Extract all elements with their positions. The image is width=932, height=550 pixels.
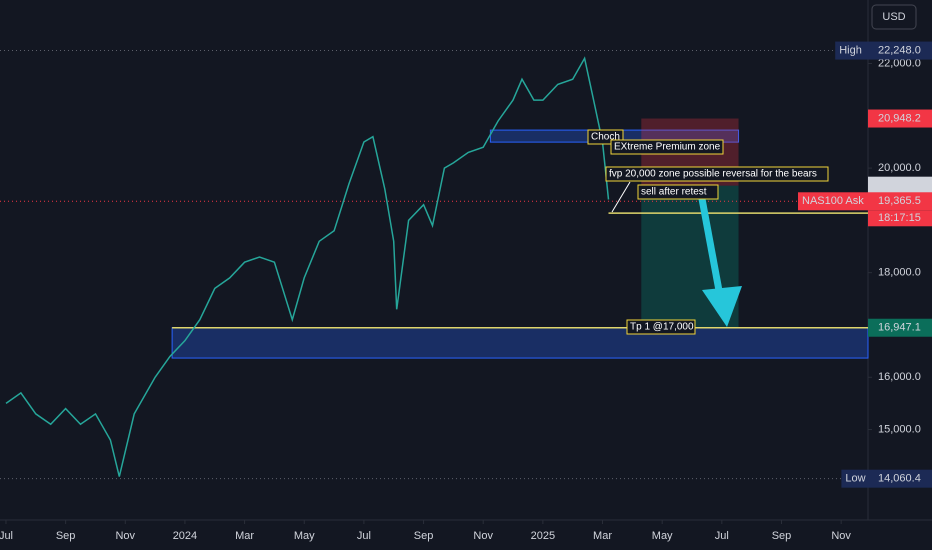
marker-value: 16,947.1 <box>878 322 921 334</box>
x-tick-label: Mar <box>235 530 254 542</box>
marker-box <box>868 318 932 337</box>
marker-name-box <box>798 192 868 211</box>
marker-box <box>868 176 932 195</box>
x-tick-label: Sep <box>414 530 434 542</box>
marker-box <box>868 192 932 211</box>
marker-box <box>868 469 932 488</box>
annotation: sell after retest <box>637 184 719 200</box>
arrow <box>696 187 724 297</box>
x-tick-label: 2024 <box>173 530 197 542</box>
pointer <box>611 181 631 213</box>
annotation-text: Choch <box>591 132 620 143</box>
marker-time: 18:17:15 <box>878 212 921 224</box>
marker-name-box <box>835 41 868 60</box>
marker-name: NAS100 Ask <box>802 195 864 207</box>
x-tick-label: Jul <box>357 530 371 542</box>
x-tick-label: Sep <box>56 530 76 542</box>
marker-value: 19,663.8 <box>878 180 921 192</box>
y-tick-label: 15,000.0 <box>878 423 921 435</box>
y-tick-label: 18,000.0 <box>878 267 921 279</box>
arrow-head <box>702 286 742 327</box>
marker-value: 20,948.2 <box>878 112 921 124</box>
annotation: fvp 20,000 zone possible reversal for th… <box>605 166 829 182</box>
x-tick-label: Jul <box>0 530 13 542</box>
marker-time-box <box>868 210 932 227</box>
marker-box <box>868 109 932 128</box>
x-tick-label: Nov <box>115 530 135 542</box>
annotation: EXtreme Premium zone <box>610 139 724 155</box>
annotation-text: EXtreme Premium zone <box>614 142 721 153</box>
y-tick-label: 22,000.0 <box>878 57 921 69</box>
series <box>5 56 610 477</box>
button-label[interactable]: USD <box>882 11 905 23</box>
zone <box>171 327 869 359</box>
currency-button[interactable]: USD <box>871 4 917 30</box>
x-tick-label: Mar <box>593 530 612 542</box>
marker-value: 19,365.5 <box>878 195 921 207</box>
x-tick-label: Nov <box>473 530 493 542</box>
y-tick-label: 20,000.0 <box>878 162 921 174</box>
marker-value: 14,060.4 <box>878 473 921 485</box>
price-axis: Jul Sep Nov 2024 Mar May Jul Sep Nov 2025 Mar May Ju… <box>0 41 932 542</box>
x-tick-label: Sep <box>772 530 792 542</box>
x-tick-label: Jul <box>715 530 729 542</box>
annotation-text: Tp 1 @17,000 <box>630 322 694 333</box>
y-tick-label: 16,000.0 <box>878 371 921 383</box>
x-tick-label: Nov <box>831 530 851 542</box>
x-tick-label: May <box>652 530 673 542</box>
annotation-text: sell after retest <box>641 187 707 198</box>
x-tick-label: May <box>294 530 315 542</box>
x-tick-label: 2025 <box>531 530 555 542</box>
marker-name: Low <box>845 473 865 485</box>
marker-name: High <box>839 44 862 56</box>
marker-box <box>868 41 932 60</box>
marker-value: 22,248.0 <box>878 44 921 56</box>
price-line <box>5 56 610 477</box>
marker-name-box <box>841 469 868 488</box>
annotation-text: fvp 20,000 zone possible reversal for th… <box>609 169 817 180</box>
annotation: Tp 1 @17,000 <box>626 319 696 335</box>
button-frame[interactable] <box>871 4 917 30</box>
